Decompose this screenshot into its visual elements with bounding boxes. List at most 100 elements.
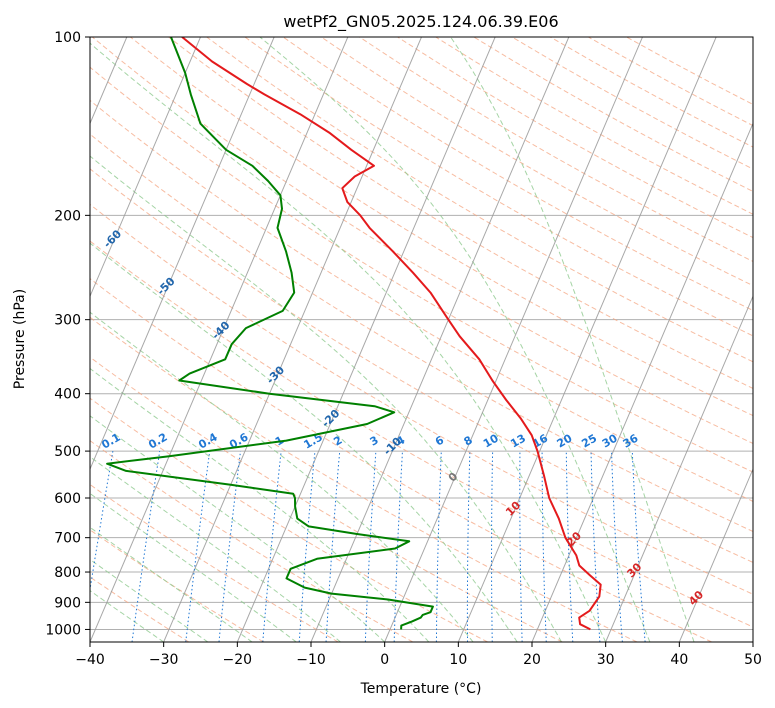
x-tick-label: 20 (523, 652, 541, 668)
moist-adiabat (90, 242, 518, 642)
isotherm-label: -80 (0, 151, 10, 174)
dry-adiabat (90, 483, 339, 642)
mixing-ratio-label: 25 (579, 432, 599, 451)
warm-isotherm-label: 10 (503, 499, 523, 519)
dry-adiabat (588, 37, 753, 127)
mixing-ratio-line (185, 451, 211, 642)
moist-adiabat (90, 415, 386, 642)
mixing-ratio-label: 6 (433, 433, 446, 448)
mixing-ratio-line (262, 451, 282, 642)
mixing-ratio-label: 20 (555, 431, 575, 450)
isotherm-line (752, 640, 753, 642)
moist-adiabat (90, 155, 562, 642)
isotherm-label: -70 (45, 186, 68, 209)
x-tick-label: 0 (380, 652, 389, 668)
mixing-ratio-line (364, 451, 377, 642)
mixing-ratio-line (590, 451, 601, 642)
temperature-profile (181, 37, 602, 631)
mixing-ratio-label: 13 (508, 432, 528, 451)
y-tick-label: 1000 (45, 622, 81, 638)
mixing-ratio-line (631, 451, 646, 642)
isotherm-line (90, 37, 275, 471)
dry-adiabat (282, 37, 753, 312)
mixing-ratio-line (218, 451, 241, 642)
isotherm-label: -40 (209, 319, 232, 342)
mixing-ratio-line (90, 451, 114, 593)
y-tick-label: 700 (54, 531, 81, 547)
mixing-ratio-label: 0.4 (196, 430, 220, 451)
x-tick-label: 50 (744, 652, 762, 668)
dry-adiabat (435, 37, 753, 215)
mixing-ratio-label: 0.2 (146, 431, 169, 452)
isotherm-line (457, 37, 717, 642)
isotherm-line (163, 37, 422, 642)
isotherm-label: -60 (101, 227, 124, 250)
y-tick-label: 900 (54, 595, 81, 611)
isotherm-label: -20 (319, 407, 342, 430)
x-tick-label: 10 (449, 652, 467, 668)
x-tick-label: −30 (149, 652, 179, 668)
dry-adiabat (206, 37, 753, 363)
y-tick-label: 100 (54, 30, 81, 46)
mixing-ratio-label: 30 (600, 431, 620, 450)
moist-adiabat (90, 492, 297, 642)
warm-isotherm-label: 30 (624, 560, 644, 580)
isotherm-line (605, 295, 753, 642)
x-tick-label: 40 (670, 652, 688, 668)
dry-adiabat (90, 278, 712, 642)
dry-adiabat (90, 66, 753, 473)
mixing-ratio-line (466, 451, 471, 642)
x-tick-label: −40 (75, 652, 105, 668)
dry-adiabat (359, 37, 753, 263)
isotherm-line (90, 37, 349, 642)
dry-adiabat (90, 440, 414, 642)
y-tick-label: 300 (54, 313, 81, 329)
x-tick-label: 30 (597, 652, 615, 668)
dry-adiabat (90, 168, 753, 563)
y-axis-label: Pressure (hPa) (12, 289, 28, 389)
mixing-ratio-line (611, 451, 623, 642)
dry-adiabat (90, 240, 753, 628)
dry-adiabat (90, 356, 563, 642)
isotherm-line (90, 37, 201, 298)
dry-adiabat (90, 133, 753, 533)
moist-adiabat (90, 311, 474, 642)
dry-adiabat (90, 203, 753, 595)
isotherm-line (678, 467, 753, 642)
isotherm-line (310, 37, 570, 642)
x-tick-label: −20 (223, 652, 253, 668)
dry-adiabat (91, 37, 753, 445)
dewpoint-profile (106, 37, 434, 630)
y-tick-label: 500 (54, 444, 81, 460)
dry-adiabat (90, 529, 264, 642)
plot-frame (89, 36, 754, 643)
dry-adiabat (90, 99, 753, 502)
dry-adiabat (90, 316, 638, 642)
mixing-ratio-line (435, 451, 442, 642)
y-tick-label: 400 (54, 387, 81, 403)
mixing-ratio-label: 10 (481, 431, 501, 450)
isotherm-line (531, 122, 753, 642)
isotherm-line (236, 37, 496, 642)
isotherm-label-zero: 0 (446, 470, 461, 485)
x-tick-label: −10 (296, 652, 326, 668)
mixing-ratio-label: 3 (368, 434, 381, 449)
y-tick-label: 600 (54, 491, 81, 507)
moist-adiabat (450, 37, 695, 642)
mixing-ratio-line (131, 451, 161, 642)
y-tick-label: 200 (54, 208, 81, 224)
dry-adiabat (90, 576, 190, 642)
isotherm-line (384, 37, 643, 642)
dry-adiabat (511, 37, 753, 170)
chart-title: wetPf2_GN05.2025.124.06.39.E06 (283, 12, 558, 32)
moist-adiabat (259, 37, 651, 642)
mixing-ratio-line (298, 451, 316, 642)
moist-adiabat (90, 558, 209, 642)
warm-isotherm-label: 40 (686, 588, 706, 608)
moist-adiabat (90, 42, 607, 642)
moist-adiabat (90, 367, 430, 642)
moist-adiabat (90, 589, 164, 642)
moist-adiabat (90, 456, 341, 642)
y-tick-label: 800 (54, 565, 81, 581)
dry-adiabat (168, 37, 753, 389)
